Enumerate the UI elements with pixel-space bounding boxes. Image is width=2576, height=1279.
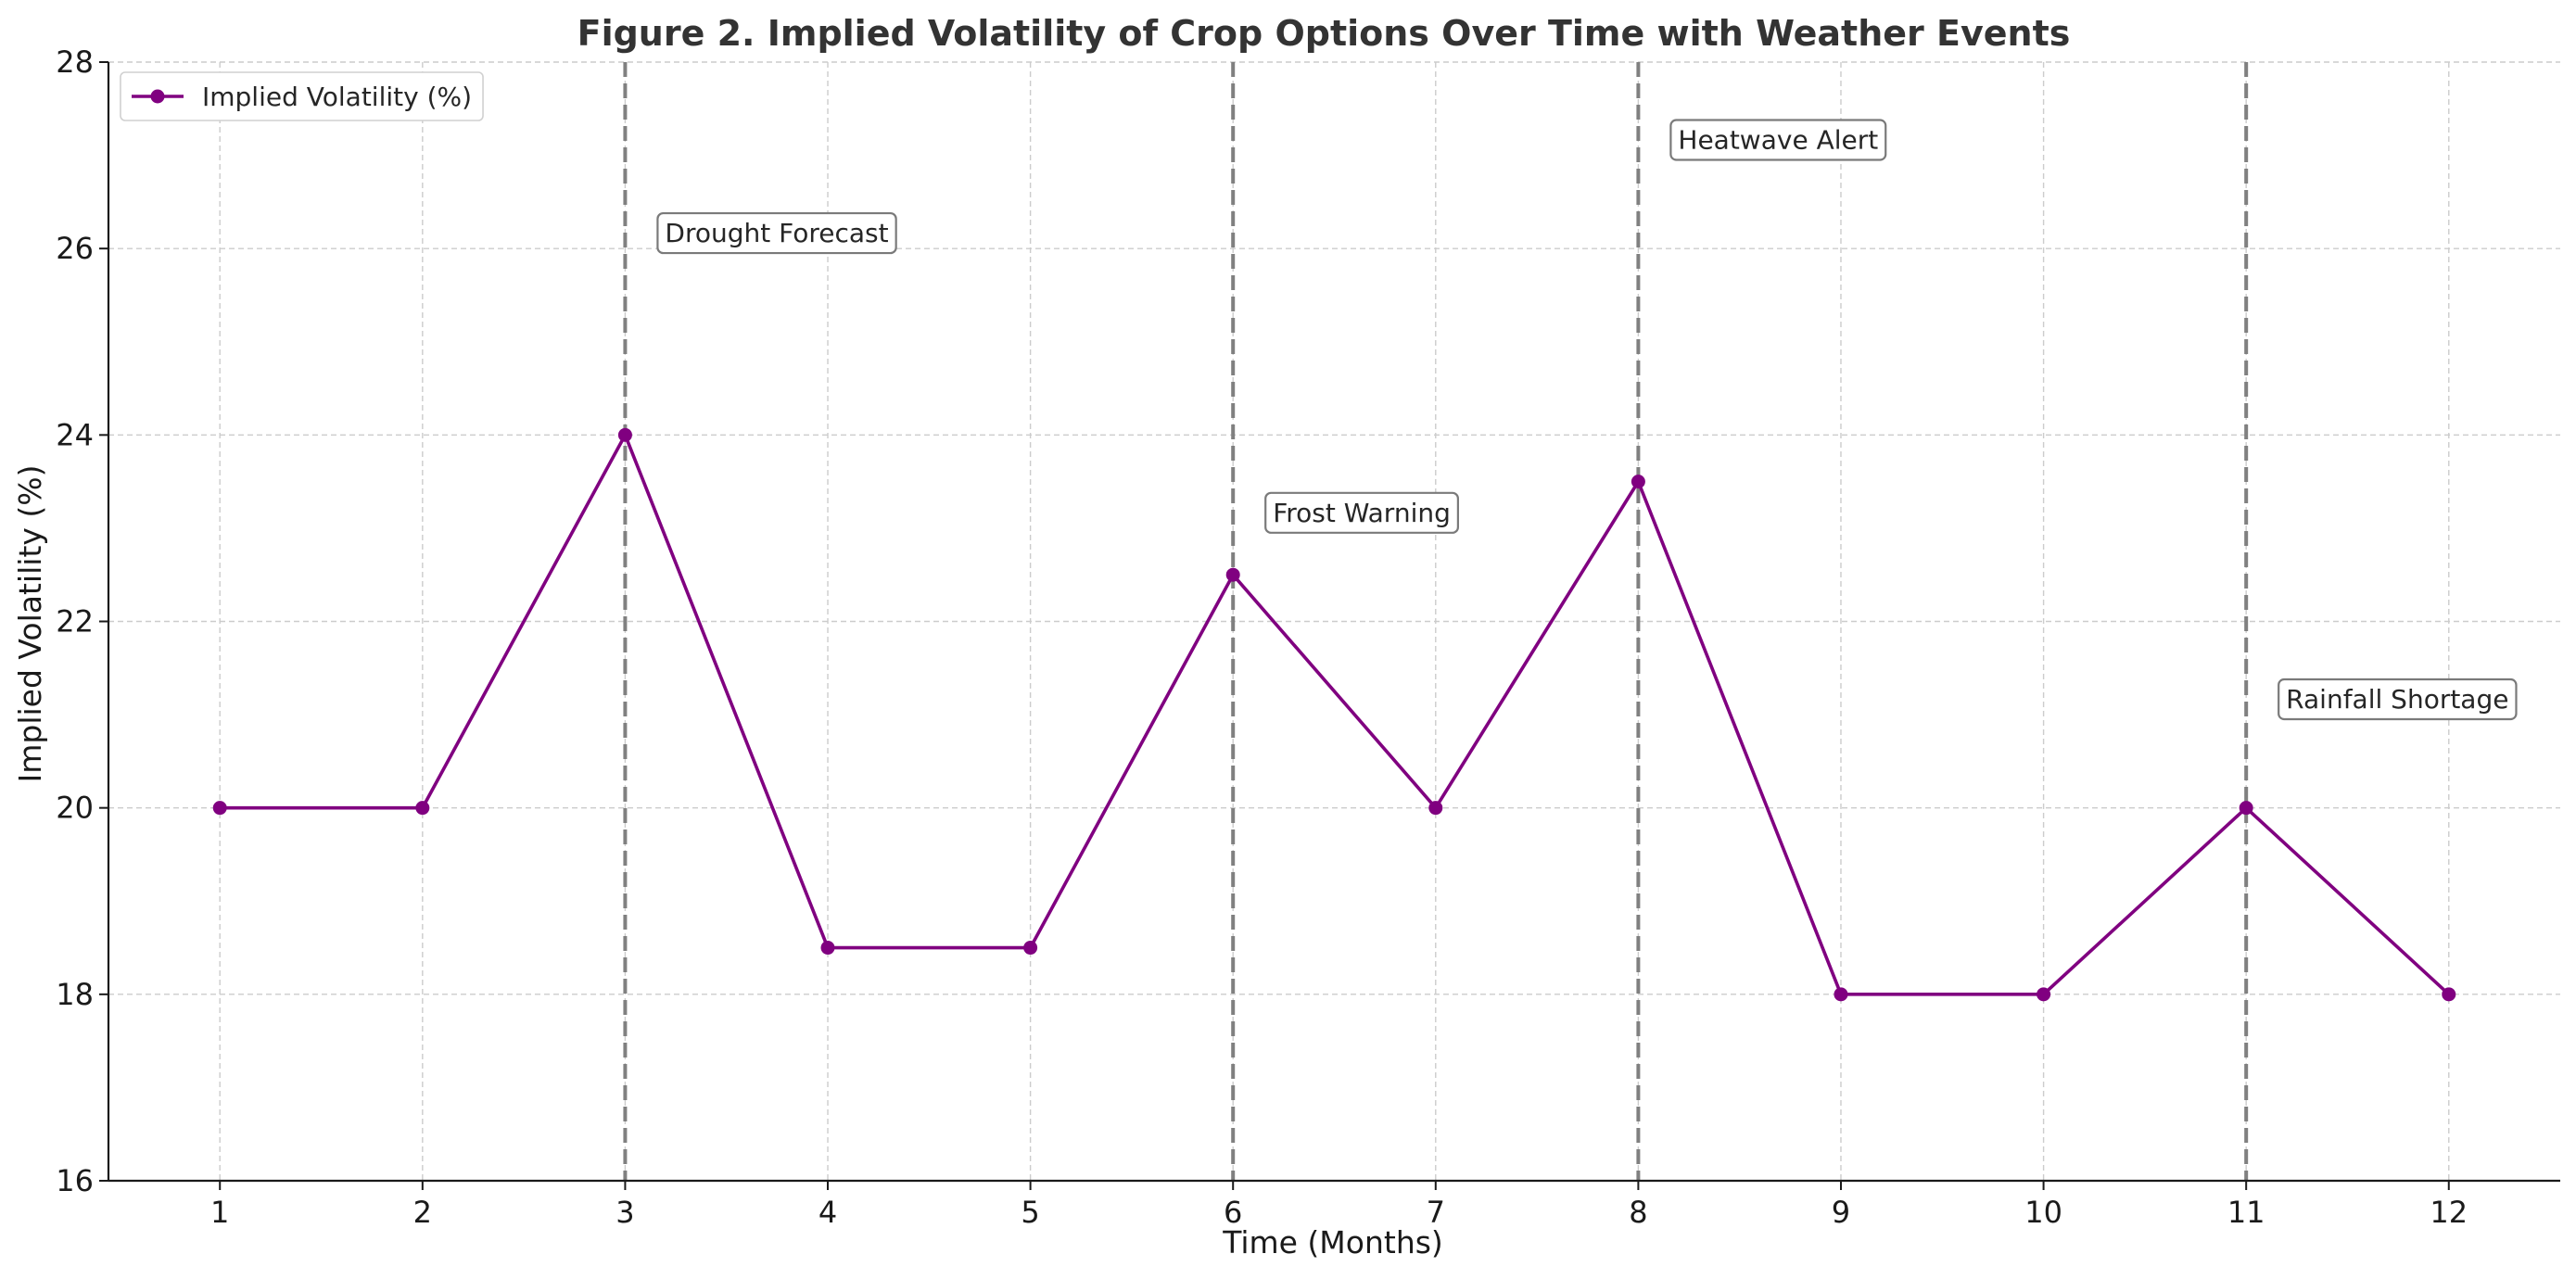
legend: Implied Volatility (%) xyxy=(120,71,484,121)
event-label: Drought Forecast xyxy=(665,218,888,248)
legend-label: Implied Volatility (%) xyxy=(202,82,472,112)
y-axis-label: Implied Volatility (%) xyxy=(12,464,48,782)
x-tick-label: 4 xyxy=(818,1195,837,1230)
data-point xyxy=(820,941,835,956)
event-label-box xyxy=(1669,119,1887,161)
event-label: Rainfall Shortage xyxy=(2286,684,2508,715)
x-axis-label: Time (Months) xyxy=(1222,1224,1443,1260)
event-annotation: Frost Warning xyxy=(1264,491,1459,534)
data-point xyxy=(415,801,430,816)
event-label: Heatwave Alert xyxy=(1678,124,1878,155)
grid xyxy=(108,61,2560,1182)
event-label-box xyxy=(2278,677,2518,721)
event-label-box xyxy=(1264,491,1459,534)
data-point xyxy=(1428,801,1443,816)
x-tick-label: 9 xyxy=(1832,1195,1850,1230)
data-point xyxy=(212,801,227,816)
chart-title: Figure 2. Implied Volatility of Crop Opt… xyxy=(577,13,2071,54)
x-tick-label: 3 xyxy=(615,1195,634,1230)
y-tick-label: 22 xyxy=(56,604,94,640)
data-point xyxy=(2037,987,2051,1002)
event-annotation: Drought Forecast xyxy=(656,211,897,255)
x-tick-label: 5 xyxy=(1021,1195,1039,1230)
x-tick-label: 8 xyxy=(1629,1195,1647,1230)
data-point xyxy=(1631,475,1645,489)
data-point xyxy=(2239,801,2253,816)
annotations: Drought Forecast Frost Warning Heatwave Al… xyxy=(656,119,2518,721)
legend-box: Implied Volatility (%) xyxy=(120,71,484,121)
data-point xyxy=(1023,941,1038,956)
y-tick-label: 16 xyxy=(56,1163,94,1198)
series-line xyxy=(220,433,2450,996)
x-tick-label: 10 xyxy=(2024,1195,2062,1230)
event-lines xyxy=(623,62,2249,1181)
x-tick-label: 2 xyxy=(413,1195,432,1230)
y-tick-label: 24 xyxy=(56,417,94,452)
x-tick-label: 11 xyxy=(2227,1195,2265,1230)
y-tick-label: 18 xyxy=(56,977,94,1012)
x-tick-label: 12 xyxy=(2430,1195,2468,1230)
x-tick-label: 7 xyxy=(1427,1195,1445,1230)
event-annotation: Heatwave Alert xyxy=(1669,119,1887,161)
y-tick-label: 20 xyxy=(56,791,94,826)
event-label-box xyxy=(656,211,897,255)
legend-frame xyxy=(120,71,484,121)
x-tick-label: 6 xyxy=(1224,1195,1242,1230)
data-point xyxy=(1225,567,1240,582)
y-tick-label: 28 xyxy=(56,44,94,80)
data-point xyxy=(2442,987,2456,1002)
event-annotation: Rainfall Shortage xyxy=(2278,677,2518,721)
event-label: Frost Warning xyxy=(1273,498,1451,528)
y-tick-label: 26 xyxy=(56,231,94,266)
x-tick-label: 1 xyxy=(210,1195,229,1230)
data-point xyxy=(617,427,632,442)
legend-marker xyxy=(150,89,165,104)
data-point xyxy=(1834,987,1848,1002)
series-layer xyxy=(212,427,2456,1002)
